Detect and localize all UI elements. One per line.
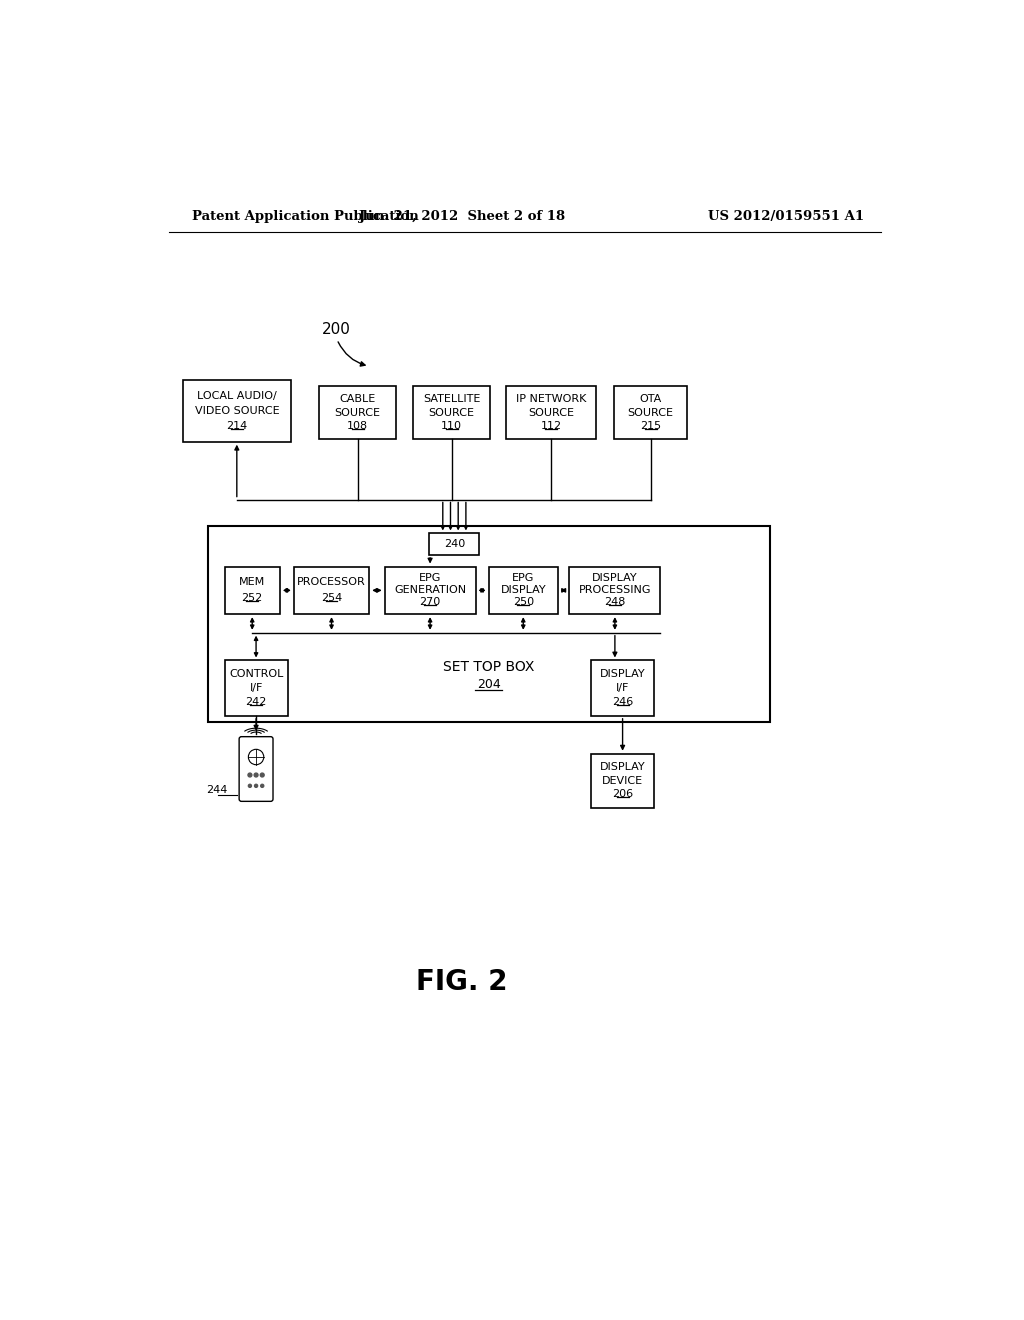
Text: PROCESSING: PROCESSING xyxy=(579,585,651,595)
Text: DEVICE: DEVICE xyxy=(602,776,643,785)
Circle shape xyxy=(260,774,264,777)
Circle shape xyxy=(261,784,264,787)
Bar xyxy=(413,385,490,440)
Text: VIDEO SOURCE: VIDEO SOURCE xyxy=(195,407,280,416)
Text: 242: 242 xyxy=(246,697,267,708)
Text: 110: 110 xyxy=(441,421,462,430)
Circle shape xyxy=(249,784,252,787)
Text: LOCAL AUDIO/: LOCAL AUDIO/ xyxy=(197,391,276,400)
Text: 246: 246 xyxy=(612,697,633,708)
Text: DISPLAY: DISPLAY xyxy=(600,762,645,772)
Bar xyxy=(224,660,288,715)
Text: Jun. 21, 2012  Sheet 2 of 18: Jun. 21, 2012 Sheet 2 of 18 xyxy=(358,210,564,223)
Text: SOURCE: SOURCE xyxy=(528,408,574,417)
Text: SATELLITE: SATELLITE xyxy=(423,395,480,404)
Bar xyxy=(506,385,596,440)
Text: SET TOP BOX: SET TOP BOX xyxy=(443,660,535,675)
Text: SOURCE: SOURCE xyxy=(429,408,475,417)
Circle shape xyxy=(254,774,258,777)
Text: 270: 270 xyxy=(420,598,440,607)
Bar xyxy=(294,566,370,614)
Text: 112: 112 xyxy=(541,421,561,430)
Text: DISPLAY: DISPLAY xyxy=(501,585,546,595)
Text: EPG: EPG xyxy=(419,573,441,583)
Bar xyxy=(591,660,654,715)
Text: EPG: EPG xyxy=(512,573,535,583)
Text: DISPLAY: DISPLAY xyxy=(600,669,645,680)
Text: 204: 204 xyxy=(477,677,501,690)
Bar xyxy=(183,380,291,442)
Text: 252: 252 xyxy=(242,593,263,603)
Bar xyxy=(319,385,396,440)
Text: CABLE: CABLE xyxy=(340,395,376,404)
Bar xyxy=(429,533,479,554)
Text: 240: 240 xyxy=(443,539,465,549)
Text: 214: 214 xyxy=(226,421,248,432)
Text: SOURCE: SOURCE xyxy=(628,408,674,417)
Text: GENERATION: GENERATION xyxy=(394,585,466,595)
Text: 248: 248 xyxy=(604,598,626,607)
Text: 250: 250 xyxy=(513,598,534,607)
Text: 254: 254 xyxy=(321,593,342,603)
Text: 215: 215 xyxy=(640,421,662,430)
Text: 206: 206 xyxy=(612,789,633,799)
Circle shape xyxy=(255,784,258,787)
Text: 244: 244 xyxy=(206,785,227,795)
Bar xyxy=(385,566,475,614)
Text: CONTROL: CONTROL xyxy=(229,669,284,680)
Bar xyxy=(208,527,770,722)
Bar xyxy=(591,754,654,808)
Text: I/F: I/F xyxy=(615,684,630,693)
Bar xyxy=(569,566,660,614)
FancyBboxPatch shape xyxy=(240,737,273,801)
Text: MEM: MEM xyxy=(239,577,265,587)
Text: IP NETWORK: IP NETWORK xyxy=(516,395,586,404)
Text: PROCESSOR: PROCESSOR xyxy=(297,577,366,587)
Text: SOURCE: SOURCE xyxy=(335,408,381,417)
Bar xyxy=(488,566,558,614)
Text: Patent Application Publication: Patent Application Publication xyxy=(193,210,419,223)
Text: US 2012/0159551 A1: US 2012/0159551 A1 xyxy=(708,210,864,223)
Text: 108: 108 xyxy=(347,421,369,430)
Text: DISPLAY: DISPLAY xyxy=(592,573,638,583)
Text: I/F: I/F xyxy=(250,684,263,693)
Bar xyxy=(614,385,687,440)
Text: FIG. 2: FIG. 2 xyxy=(416,969,508,997)
Text: OTA: OTA xyxy=(640,395,662,404)
Bar xyxy=(224,566,280,614)
Text: 200: 200 xyxy=(322,322,350,337)
Circle shape xyxy=(248,774,252,777)
